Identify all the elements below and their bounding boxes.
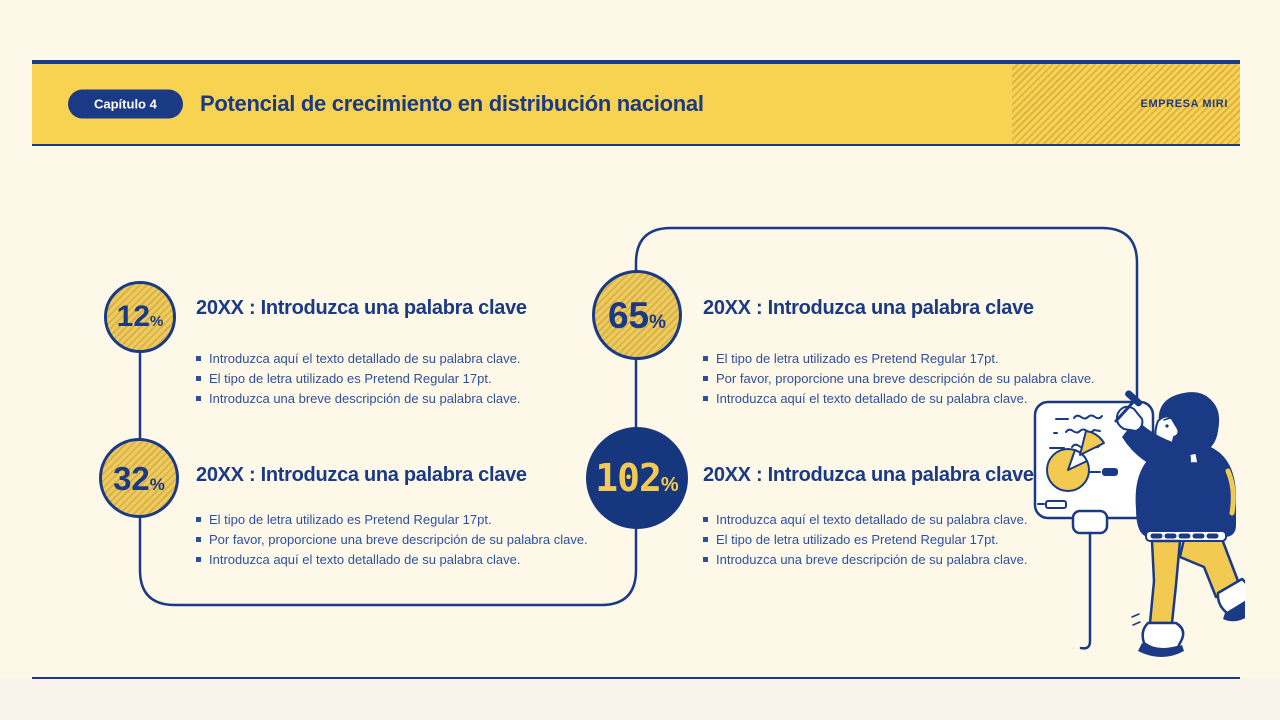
marker-pen-icon [1114, 397, 1138, 423]
bullet-text: Por favor, proporcione una breve descrip… [716, 371, 1095, 386]
person-whiteboard-illustration [1033, 390, 1245, 657]
bullet-text: Introduzca una breve descripción de su p… [209, 391, 521, 406]
header-hatch-pattern [1012, 64, 1240, 144]
bullet-text: El tipo de letra utilizado es Pretend Re… [209, 371, 492, 386]
bullet-list: El tipo de letra utilizado es Pretend Re… [196, 513, 588, 566]
header-bar: Capítulo 4 Potencial de crecimiento en d… [32, 60, 1240, 146]
bullet-text: Introduzca aquí el texto detallado de su… [716, 391, 1028, 406]
list-item: El tipo de letra utilizado es Pretend Re… [196, 513, 588, 526]
chapter-badge: Capítulo 4 [68, 89, 183, 119]
list-item: Por favor, proporcione una breve descrip… [703, 372, 1095, 385]
bullet-square-icon [703, 356, 708, 361]
stat-value: 32 [113, 459, 150, 497]
list-item: El tipo de letra utilizado es Pretend Re… [703, 352, 1095, 365]
bullet-square-icon [196, 557, 201, 562]
list-item: Introduzca aquí el texto detallado de su… [196, 352, 521, 365]
person [1114, 390, 1245, 657]
bullet-list: El tipo de letra utilizado es Pretend Re… [703, 352, 1095, 405]
bullet-text: Por favor, proporcione una breve descrip… [209, 532, 588, 547]
bullet-square-icon [196, 517, 201, 522]
list-item: El tipo de letra utilizado es Pretend Re… [703, 533, 1028, 546]
bullet-text: El tipo de letra utilizado es Pretend Re… [716, 351, 999, 366]
bullet-list: Introduzca aquí el texto detallado de su… [703, 513, 1028, 566]
section-heading: 20XX : Introduzca una palabra clave [196, 297, 527, 319]
bullet-square-icon [196, 396, 201, 401]
list-item: Introduzca una breve descripción de su p… [196, 392, 521, 405]
company-name: EMPRESA MIRI [1140, 98, 1228, 110]
list-item: El tipo de letra utilizado es Pretend Re… [196, 372, 521, 385]
bullet-text: El tipo de letra utilizado es Pretend Re… [209, 512, 492, 527]
bullet-square-icon [703, 517, 708, 522]
bullet-text: Introduzca una breve descripción de su p… [716, 552, 1028, 567]
stat-value: 65 [607, 294, 650, 336]
bullet-square-icon [703, 396, 708, 401]
section-heading: 20XX : Introduzca una palabra clave [703, 297, 1034, 319]
bullet-square-icon [196, 376, 201, 381]
bullet-square-icon [703, 557, 708, 562]
stat-unit: % [649, 311, 667, 333]
bullet-text: Introduzca aquí el texto detallado de su… [716, 512, 1028, 527]
bullet-square-icon [196, 537, 201, 542]
list-item: Introduzca aquí el texto detallado de su… [703, 392, 1095, 405]
stat-value: 12 [116, 300, 151, 333]
bullet-square-icon [703, 376, 708, 381]
whiteboard-stand [1071, 509, 1109, 650]
stat-unit: % [660, 474, 679, 496]
bullet-text: El tipo de letra utilizado es Pretend Re… [716, 532, 999, 547]
bullet-text: Introduzca aquí el texto detallado de su… [209, 351, 521, 366]
stat-value: 102 [595, 456, 662, 500]
section-heading: 20XX : Introduzca una palabra clave [196, 464, 527, 486]
stat-unit: % [149, 474, 165, 494]
footer-divider [32, 677, 1240, 679]
person-front-shoe [1141, 621, 1185, 651]
stat-circle-65: 65% [592, 270, 682, 360]
footer-strip [0, 679, 1280, 720]
bullet-list: Introduzca aquí el texto detallado de su… [196, 352, 521, 405]
bullet-square-icon [196, 356, 201, 361]
list-item: Introduzca aquí el texto detallado de su… [703, 513, 1028, 526]
stat-circle-32: 32% [99, 438, 179, 518]
list-item: Introduzca una breve descripción de su p… [703, 553, 1028, 566]
page-title: Potencial de crecimiento en distribución… [200, 91, 704, 116]
stat-circle-102: 102% [586, 427, 688, 529]
person-arm [1122, 419, 1191, 473]
section-heading: 20XX : Introduzca una palabra clave [703, 464, 1034, 486]
list-item: Por favor, proporcione una breve descrip… [196, 533, 588, 546]
pie-chart-icon [1037, 430, 1118, 509]
bullet-square-icon [703, 537, 708, 542]
stat-unit: % [150, 313, 164, 330]
person-front-leg [1148, 539, 1182, 625]
person-jacket-accent [1225, 468, 1236, 516]
stat-circle-12: 12% [104, 281, 176, 353]
bullet-text: Introduzca aquí el texto detallado de su… [209, 552, 521, 567]
list-item: Introduzca aquí el texto detallado de su… [196, 553, 588, 566]
